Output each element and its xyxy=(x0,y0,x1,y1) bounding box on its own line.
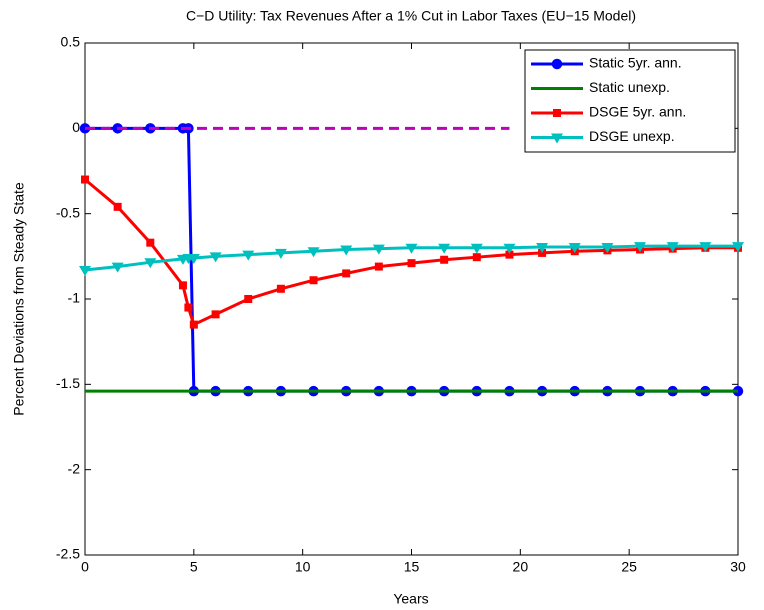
marker xyxy=(144,258,157,269)
legend-label: Static unexp. xyxy=(589,79,670,95)
legend-label: DSGE 5yr. ann. xyxy=(589,104,686,120)
marker xyxy=(242,250,255,261)
marker xyxy=(189,320,198,329)
legend-label: DSGE unexp. xyxy=(589,128,675,144)
marker xyxy=(536,242,549,253)
y-tick-label: 0 xyxy=(72,119,80,135)
marker xyxy=(81,175,89,184)
x-tick-label: 5 xyxy=(190,559,198,575)
marker xyxy=(551,58,563,70)
marker xyxy=(309,276,318,285)
marker xyxy=(438,243,451,254)
x-tick-label: 15 xyxy=(404,559,420,575)
x-tick-label: 25 xyxy=(621,559,637,575)
marker xyxy=(244,295,253,303)
y-tick-label: -0.5 xyxy=(56,204,80,220)
legend-label: Static 5yr. ann. xyxy=(589,55,682,71)
marker xyxy=(505,250,514,259)
marker xyxy=(551,133,563,144)
marker xyxy=(503,243,516,254)
marker xyxy=(666,242,679,253)
marker xyxy=(111,262,124,273)
marker xyxy=(340,245,353,256)
marker xyxy=(113,202,122,211)
marker xyxy=(405,243,418,254)
x-tick-label: 30 xyxy=(730,559,746,575)
y-tick-label: -1 xyxy=(68,290,81,306)
marker xyxy=(440,255,449,264)
y-tick-label: -1.5 xyxy=(56,375,80,391)
marker xyxy=(276,284,285,293)
x-tick-label: 10 xyxy=(295,559,311,575)
marker xyxy=(209,252,222,263)
marker xyxy=(79,265,91,276)
marker xyxy=(407,259,416,268)
y-axis-label: Percent Deviations from Steady State xyxy=(11,182,27,416)
marker xyxy=(372,244,385,255)
marker xyxy=(187,254,200,265)
marker xyxy=(699,242,712,253)
x-tick-label: 0 xyxy=(81,559,89,575)
x-axis-label: Years xyxy=(393,591,428,607)
marker xyxy=(732,242,744,253)
x-tick-label: 20 xyxy=(513,559,529,575)
chart-title: C−D Utility: Tax Revenues After a 1% Cut… xyxy=(186,8,636,24)
marker xyxy=(307,247,320,258)
y-tick-label: -2 xyxy=(68,460,81,476)
marker xyxy=(601,242,614,253)
marker xyxy=(342,269,351,278)
marker xyxy=(472,253,481,262)
marker xyxy=(568,242,581,253)
marker xyxy=(553,109,561,117)
marker xyxy=(184,303,193,312)
marker xyxy=(211,310,220,319)
marker xyxy=(274,248,287,259)
y-tick-label: -2.5 xyxy=(56,546,80,562)
marker xyxy=(470,243,483,254)
y-tick-label: 0.5 xyxy=(61,34,81,50)
marker xyxy=(146,238,155,247)
marker xyxy=(374,262,383,271)
marker xyxy=(178,281,187,290)
marker xyxy=(634,242,647,253)
